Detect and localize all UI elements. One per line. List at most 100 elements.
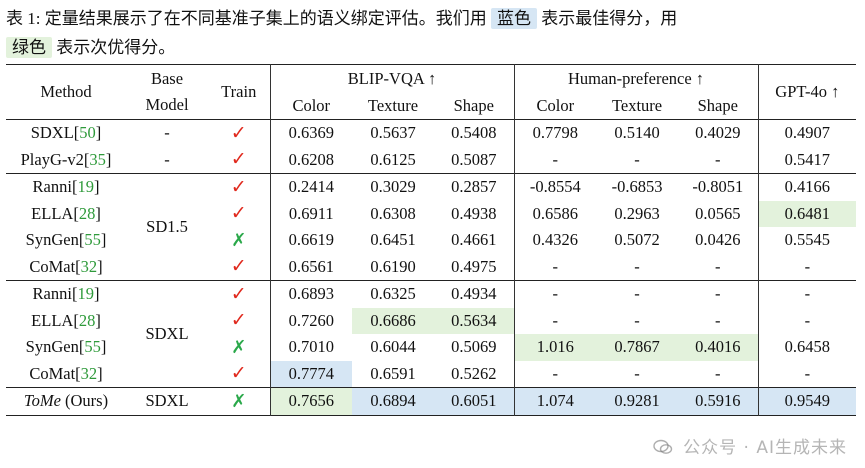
blip-texture-cell: 0.6125 (370, 149, 416, 169)
human-color-cell: 0.7798 (513, 119, 597, 147)
human-color-cell: - (513, 146, 597, 174)
caption-middle: 表示最佳得分，用 (541, 9, 678, 28)
blip-shape-cell-second-best: 0.5634 (434, 307, 515, 334)
caption-green-word: 绿色 (6, 37, 52, 58)
header-group-blip-label: BLIP-VQA ↑ (347, 68, 437, 88)
citation[interactable]: 55 (84, 230, 101, 250)
table-row: SynGen[55] ✗ 0.6619 0.6451 0.4661 0.4326… (6, 227, 857, 254)
caption-prefix: 表 1: 定量结果展示了在不同基准子集上的语义绑定评估。我们用 (6, 9, 487, 28)
citation[interactable]: 28 (78, 203, 96, 223)
gpt-cell: - (757, 360, 857, 388)
citation[interactable]: 32 (80, 256, 98, 276)
gpt-cell: 0.5545 (757, 227, 857, 254)
base-model-cell: SDXL (145, 324, 189, 343)
header-shape: Shape (697, 95, 738, 115)
method-cell: Ranni[19] (32, 177, 100, 197)
table-row: ELLA[28] ✓ 0.6911 0.6308 0.4938 0.6586 0… (6, 200, 857, 227)
method-cell: SDXL[50] (30, 123, 102, 143)
blip-texture-cell-second-best: 0.6686 (352, 307, 434, 334)
human-texture-cell: - (634, 149, 640, 169)
human-color-cell: - (513, 253, 597, 281)
base-model-cell: - (164, 149, 170, 169)
header-gpt: GPT-4o ↑ (757, 64, 857, 120)
method-cell: CoMat[32] (29, 256, 103, 276)
method-cell: ELLA[28] (31, 203, 101, 223)
header-base-model: Base Model (126, 65, 208, 120)
blip-shape-cell: 0.4934 (451, 284, 497, 304)
blip-color-cell: 0.6911 (269, 200, 352, 227)
blip-color-cell: 0.7010 (269, 334, 352, 361)
citation[interactable]: 50 (79, 123, 96, 143)
table-row: CoMat[32] ✓ 0.7774 0.6591 0.5262 - - - - (6, 360, 857, 388)
table-row: ELLA[28] ✓ 0.7260 0.6686 0.5634 - - - - (6, 307, 857, 334)
method-name: ELLA (31, 203, 74, 223)
human-color-cell: -0.8554 (513, 173, 597, 201)
wechat-icon (653, 439, 672, 454)
table-row: CoMat[32] ✓ 0.6561 0.6190 0.4975 - - - - (6, 253, 857, 281)
gpt-cell: - (757, 280, 857, 308)
method-name: CoMat (29, 363, 76, 383)
blip-texture-cell-best: 0.6894 (352, 387, 434, 415)
blip-color-cell: 0.7260 (269, 307, 352, 334)
human-texture-cell: - (634, 256, 640, 276)
gpt-cell: 0.6458 (757, 334, 857, 361)
human-texture-cell: - (634, 284, 640, 304)
header-group-human-label: Human-preference ↑ (568, 68, 705, 88)
blip-shape-cell: 0.5087 (451, 149, 497, 169)
method-cell: Ranni[19] (32, 284, 100, 304)
citation[interactable]: 19 (77, 284, 94, 304)
blip-color-cell: 0.6619 (269, 227, 352, 254)
citation[interactable]: 28 (78, 310, 96, 330)
human-color-cell: - (513, 280, 597, 308)
method-cell: SynGen[55] (25, 230, 107, 250)
train-check-icon: ✓ (230, 310, 247, 332)
blip-shape-cell: 0.5069 (451, 337, 497, 357)
base-model-cell: SD1.5 (146, 217, 188, 236)
header-method: Method (40, 82, 92, 101)
human-shape-cell: - (715, 284, 721, 304)
method-name: ToMe (23, 391, 61, 411)
results-table: Method Base Model Train BLIP-VQA ↑ Human… (6, 64, 857, 416)
train-cross-icon: ✗ (231, 336, 247, 357)
header-shape: Shape (453, 95, 494, 115)
citation[interactable]: 55 (84, 337, 101, 357)
base-model-cell: - (164, 123, 170, 143)
blip-color-cell-best: 0.7774 (269, 360, 352, 388)
blip-texture-cell: 0.3029 (370, 177, 416, 197)
blip-color-cell-second-best: 0.7656 (269, 387, 352, 415)
header-group-blip: BLIP-VQA ↑ (269, 64, 515, 92)
train-check-icon: ✓ (230, 149, 247, 171)
method-cell: ToMe (Ours) (6, 388, 126, 416)
method-name: CoMat (29, 256, 76, 276)
citation[interactable]: 32 (80, 363, 98, 383)
base-model-cell: SDXL (145, 391, 189, 411)
method-cell: SynGen[55] (25, 337, 107, 357)
blip-texture-cell: 0.6190 (370, 256, 416, 276)
train-check-icon: ✓ (230, 283, 247, 305)
human-color-cell: 0.6586 (513, 200, 597, 227)
method-suffix: (Ours) (60, 391, 109, 411)
header-texture: Texture (611, 95, 663, 115)
gpt-cell: - (757, 307, 857, 334)
human-shape-cell: 0.4029 (695, 123, 741, 143)
caption-suffix: 表示次优得分。 (56, 38, 176, 57)
blip-color-cell: 0.6893 (269, 280, 352, 308)
human-shape-cell: - (715, 310, 721, 330)
gpt-cell-second-best: 0.6481 (757, 200, 857, 227)
human-shape-cell: 0.0565 (695, 203, 741, 223)
header-train: Train (221, 82, 257, 101)
method-name: Ranni (32, 177, 72, 197)
blip-shape-cell: 0.4938 (451, 203, 497, 223)
blip-color-cell: 0.6208 (269, 146, 352, 174)
blip-texture-cell: 0.6325 (370, 284, 416, 304)
human-color-cell: - (513, 307, 597, 334)
header-base-line1: Base (150, 69, 184, 88)
human-color-cell: - (513, 360, 597, 388)
method-name: PlayG-v2 (20, 149, 84, 169)
citation[interactable]: 19 (77, 177, 94, 197)
human-texture-cell-best: 0.9281 (596, 387, 679, 415)
blip-color-cell: 0.6369 (269, 119, 352, 147)
train-check-icon: ✓ (230, 256, 247, 278)
citation[interactable]: 35 (89, 149, 106, 169)
human-shape-cell-best: 0.5916 (678, 387, 759, 415)
